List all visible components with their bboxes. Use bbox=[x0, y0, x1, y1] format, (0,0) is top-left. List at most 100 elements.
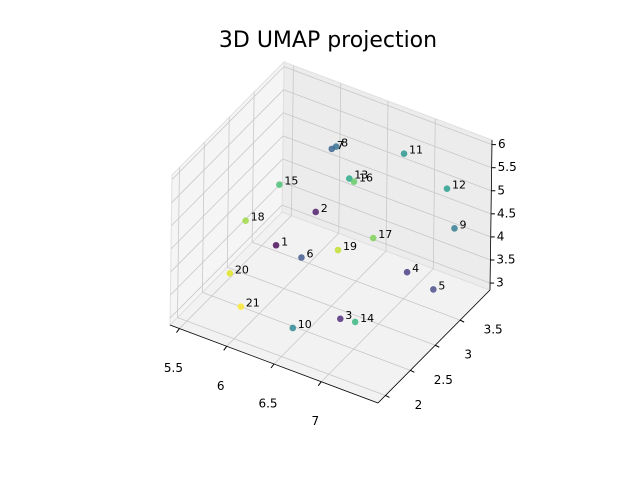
y-tick-label: 2.5 bbox=[434, 373, 453, 387]
point-label: 4 bbox=[412, 262, 419, 275]
point bbox=[369, 234, 377, 242]
point-label: 6 bbox=[306, 247, 313, 260]
grid-line bbox=[179, 215, 292, 329]
point bbox=[346, 175, 353, 182]
y-tick bbox=[410, 369, 415, 373]
grid-line bbox=[283, 66, 493, 145]
point-label: 5 bbox=[438, 279, 445, 292]
grid-line bbox=[169, 204, 283, 319]
grid-line bbox=[282, 135, 492, 215]
y-tick-label: 3.5 bbox=[484, 323, 503, 337]
point-label: 19 bbox=[343, 240, 357, 253]
point bbox=[351, 318, 359, 326]
grid-line bbox=[283, 112, 492, 192]
x-tick bbox=[223, 345, 228, 351]
z-tick-label: 6 bbox=[498, 137, 506, 151]
grid-line bbox=[201, 142, 205, 293]
grid-line bbox=[338, 83, 342, 234]
grid-line bbox=[282, 181, 491, 261]
x-tick-label: 7 bbox=[311, 414, 319, 428]
y-tick bbox=[385, 395, 390, 398]
point bbox=[332, 143, 340, 150]
point-label: 9 bbox=[459, 218, 466, 231]
grid-line bbox=[170, 135, 284, 250]
grid-line bbox=[385, 100, 389, 252]
grid-line bbox=[283, 89, 492, 169]
point-label: 21 bbox=[246, 297, 260, 310]
grid-line bbox=[171, 89, 284, 203]
grid-line bbox=[251, 241, 461, 321]
point-label: 10 bbox=[298, 318, 312, 331]
point bbox=[403, 268, 411, 276]
point-label: 17 bbox=[378, 228, 392, 241]
y-tick-label: 3 bbox=[464, 348, 472, 362]
point bbox=[272, 241, 280, 249]
y-tick bbox=[435, 344, 440, 348]
grid-line bbox=[320, 268, 434, 383]
point-label: 14 bbox=[360, 312, 374, 325]
point bbox=[237, 303, 245, 310]
point-label: 13 bbox=[354, 169, 368, 182]
grid-line bbox=[281, 204, 491, 284]
axis-line bbox=[377, 289, 491, 404]
grid-line bbox=[202, 291, 411, 371]
point bbox=[400, 150, 408, 158]
grid-line bbox=[282, 158, 491, 238]
point-label: 3 bbox=[345, 309, 352, 322]
point bbox=[298, 254, 305, 261]
x-tick bbox=[176, 328, 180, 333]
point-label: 12 bbox=[452, 179, 466, 192]
y-tick-label: 2 bbox=[415, 398, 423, 412]
grid-line bbox=[291, 65, 294, 216]
point bbox=[443, 185, 451, 192]
point bbox=[350, 178, 358, 186]
z-tick-label: 4 bbox=[497, 229, 505, 243]
point-label: 8 bbox=[341, 137, 348, 150]
point bbox=[276, 181, 283, 188]
point-label: 16 bbox=[359, 172, 373, 185]
grid-line bbox=[170, 181, 283, 296]
y-tick bbox=[459, 319, 465, 323]
z-tick-label: 3.5 bbox=[496, 253, 515, 267]
grid-line bbox=[273, 250, 387, 365]
grid-line bbox=[177, 317, 386, 396]
z-tick-label: 4.5 bbox=[497, 206, 516, 220]
point bbox=[337, 315, 344, 323]
grid-line bbox=[170, 158, 283, 273]
point-label: 18 bbox=[251, 211, 265, 224]
grid-line bbox=[171, 66, 285, 180]
axis-line bbox=[489, 139, 493, 291]
z-tick-label: 5 bbox=[497, 183, 505, 197]
grid-line bbox=[251, 92, 255, 243]
point-label: 2 bbox=[321, 202, 328, 215]
z-tick-label: 3 bbox=[496, 276, 504, 290]
side-panel bbox=[169, 60, 285, 327]
grid-line bbox=[226, 117, 230, 268]
x-tick-label: 6.5 bbox=[258, 397, 277, 411]
grid-line bbox=[226, 232, 340, 347]
z-tick-label: 5.5 bbox=[498, 160, 517, 174]
point bbox=[451, 225, 458, 232]
grid-line bbox=[171, 112, 284, 227]
point-label: 20 bbox=[235, 263, 249, 276]
point-label: 15 bbox=[284, 175, 298, 188]
point bbox=[312, 208, 320, 216]
chart-title: 3D UMAP projection bbox=[219, 28, 437, 53]
x-tick-label: 5.5 bbox=[164, 361, 183, 375]
axis-line bbox=[169, 324, 379, 404]
grid-line bbox=[177, 167, 180, 318]
point bbox=[334, 246, 342, 254]
point bbox=[430, 286, 437, 293]
point-label: 11 bbox=[409, 144, 423, 157]
point bbox=[289, 324, 297, 332]
point bbox=[226, 270, 234, 277]
x-tick bbox=[270, 363, 275, 369]
grid-line bbox=[227, 266, 436, 346]
x-tick bbox=[317, 381, 322, 387]
grid-line bbox=[432, 118, 436, 269]
point-label: 7 bbox=[337, 139, 344, 152]
point-label: 1 bbox=[281, 235, 288, 248]
point bbox=[242, 217, 249, 225]
x-tick-label: 6 bbox=[217, 379, 225, 393]
